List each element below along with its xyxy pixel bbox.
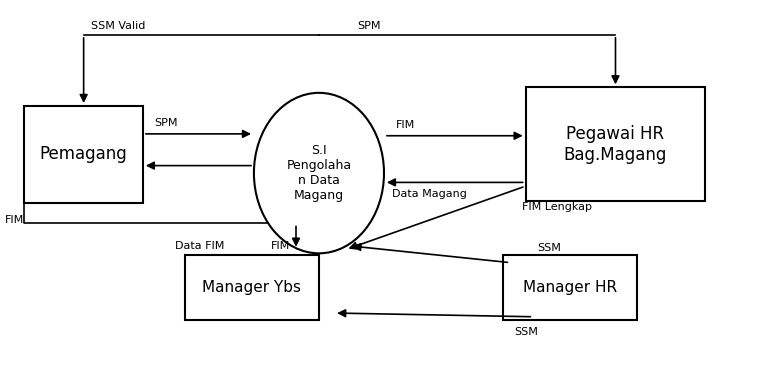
Text: SSM: SSM (537, 243, 561, 253)
Text: FIM Lengkap: FIM Lengkap (521, 202, 591, 212)
Text: Manager Ybs: Manager Ybs (203, 280, 302, 295)
FancyBboxPatch shape (525, 87, 705, 201)
Text: Pegawai HR
Bag.Magang: Pegawai HR Bag.Magang (564, 125, 667, 164)
Text: FIM: FIM (396, 120, 415, 130)
Text: SPM: SPM (154, 118, 178, 128)
Text: FIM: FIM (271, 241, 290, 251)
Text: SSM Valid: SSM Valid (91, 21, 146, 31)
Text: Data Magang: Data Magang (392, 189, 466, 199)
FancyBboxPatch shape (25, 106, 143, 203)
Text: Pemagang: Pemagang (40, 146, 127, 164)
Text: FIM: FIM (5, 215, 25, 225)
Text: Manager HR: Manager HR (522, 280, 617, 295)
Ellipse shape (254, 93, 384, 253)
FancyBboxPatch shape (502, 255, 637, 320)
Text: S.I
Pengolaha
n Data
Magang: S.I Pengolaha n Data Magang (286, 144, 352, 202)
Text: SSM: SSM (514, 327, 538, 337)
FancyBboxPatch shape (185, 255, 319, 320)
Text: Data FIM: Data FIM (175, 241, 225, 251)
Text: SPM: SPM (357, 21, 381, 31)
